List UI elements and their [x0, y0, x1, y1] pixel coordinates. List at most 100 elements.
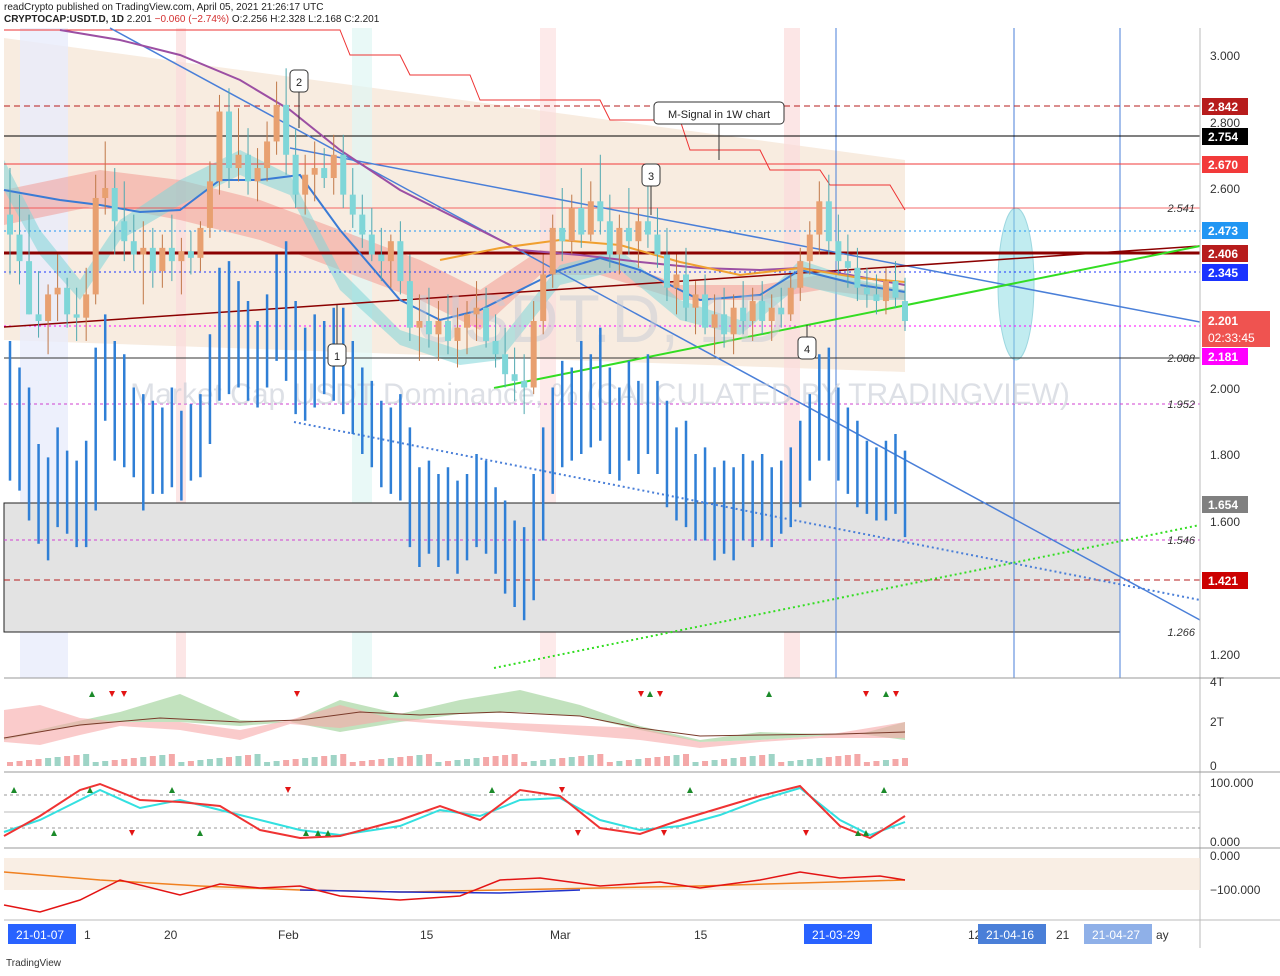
volume-bar	[245, 755, 252, 766]
candle-body	[197, 227, 204, 258]
x-tick: ay	[1156, 928, 1169, 942]
level-label-1952: 1.952	[1167, 399, 1195, 411]
volume-bar	[425, 754, 432, 766]
volume-bar	[530, 761, 537, 766]
pane1-tick: 2T	[1210, 715, 1225, 729]
price-tag-current-text: 2.201	[1208, 314, 1238, 328]
candle-body	[102, 188, 109, 198]
pane1-tick: 0	[1210, 759, 1217, 773]
price-change: −0.060 (−2.74%)	[154, 14, 230, 25]
volume-bar	[149, 756, 156, 766]
candle-body	[530, 321, 537, 388]
candle-body	[616, 227, 623, 255]
callout-msignal-label: M-Signal in 1W chart	[668, 109, 770, 121]
arrow-up-icon	[87, 787, 93, 793]
candle-body	[835, 241, 842, 262]
price-tag-2181-text: 2.181	[1208, 350, 1238, 364]
candle-body	[464, 314, 471, 328]
arrow-up-icon	[863, 830, 869, 836]
pane3-blue	[299, 889, 581, 894]
volume-bar	[902, 758, 908, 766]
x-tick: Feb	[278, 928, 299, 942]
callout-4-label: 4	[804, 344, 810, 356]
x-tick: 21-01-07	[16, 928, 64, 942]
volume-bar	[502, 755, 509, 766]
candle-body	[64, 287, 71, 315]
candle-body	[502, 354, 509, 375]
candle-body	[330, 154, 337, 179]
trendline-down	[289, 147, 1201, 323]
candle-body	[863, 287, 870, 295]
candle-body	[359, 214, 366, 235]
candle-body	[187, 251, 194, 258]
volume-bar	[673, 755, 680, 766]
chart-header: readCrypto published on TradingView.com,…	[4, 2, 804, 28]
x-tick: 21-03-29	[812, 928, 860, 942]
candle-body	[768, 307, 775, 321]
candle-body	[854, 267, 861, 288]
arrow-up-icon	[51, 830, 57, 836]
volume-bar	[330, 755, 337, 766]
ichimoku-cloud	[4, 690, 905, 742]
volume-bar	[311, 757, 318, 766]
candle-body	[216, 111, 223, 182]
candle-body	[578, 207, 585, 235]
volume-bar	[178, 762, 185, 766]
trendline-green	[493, 245, 1201, 389]
arrow-up-icon	[325, 830, 331, 836]
volume-bar	[559, 758, 566, 766]
candle-body	[7, 214, 13, 235]
volume-bar	[273, 761, 280, 766]
cloud-ribbon	[4, 150, 905, 365]
candle-body	[121, 221, 128, 242]
y-tick: 3.000	[1210, 49, 1240, 63]
level-label-1266: 1.266	[1167, 627, 1195, 639]
volume-bar	[521, 762, 528, 766]
volume-bar	[159, 755, 166, 766]
volume-bar	[873, 761, 880, 766]
candle-body	[302, 174, 309, 195]
candle-body	[283, 104, 290, 155]
countdown-text: 02:33:45	[1208, 331, 1255, 345]
volume-bar	[225, 757, 232, 766]
price-axis[interactable]	[1200, 28, 1280, 948]
volume-bar	[359, 761, 366, 766]
volume-bar	[892, 759, 899, 766]
volume-bar	[854, 754, 861, 766]
candle-body	[902, 301, 908, 321]
stoch-signals	[11, 787, 887, 836]
arrow-up-icon	[315, 830, 321, 836]
level-label-1546: 1.546	[1167, 535, 1195, 547]
volume-bar	[606, 762, 613, 766]
arrow-down-icon	[661, 830, 667, 836]
volume-bar	[749, 756, 756, 766]
x-tick-highlight	[8, 924, 76, 944]
candle-body	[264, 141, 271, 169]
sell-signal-icon	[294, 691, 300, 697]
arrow-up-icon	[881, 787, 887, 793]
x-tick: 20	[164, 928, 178, 942]
volume-bar	[54, 757, 61, 766]
price-tag-2406-text: 2.406	[1208, 247, 1238, 261]
x-tick: 21-04-16	[986, 928, 1034, 942]
trendline-down-long	[109, 27, 1201, 621]
callout-4: 4	[797, 325, 817, 360]
arrow-down-icon	[575, 830, 581, 836]
volume-bar	[702, 761, 709, 766]
symbol-name: CRYPTOCAP:USDT.D, 1D	[4, 14, 125, 25]
candle-body	[549, 227, 556, 275]
tradingview-logo[interactable]: TradingView	[6, 958, 62, 969]
candle-body	[797, 261, 804, 288]
arrow-up-icon	[303, 830, 309, 836]
candle-body	[349, 194, 356, 215]
ohlc-close: C:2.201	[344, 14, 380, 25]
price-tag-2181	[1202, 348, 1248, 365]
price-tag-2345	[1202, 264, 1248, 281]
volume-bar	[168, 754, 175, 766]
volume-bar	[64, 756, 71, 766]
volume-bar	[340, 754, 347, 766]
candle-body	[83, 294, 90, 318]
volume-bar	[863, 762, 870, 766]
candle-body	[416, 321, 423, 328]
